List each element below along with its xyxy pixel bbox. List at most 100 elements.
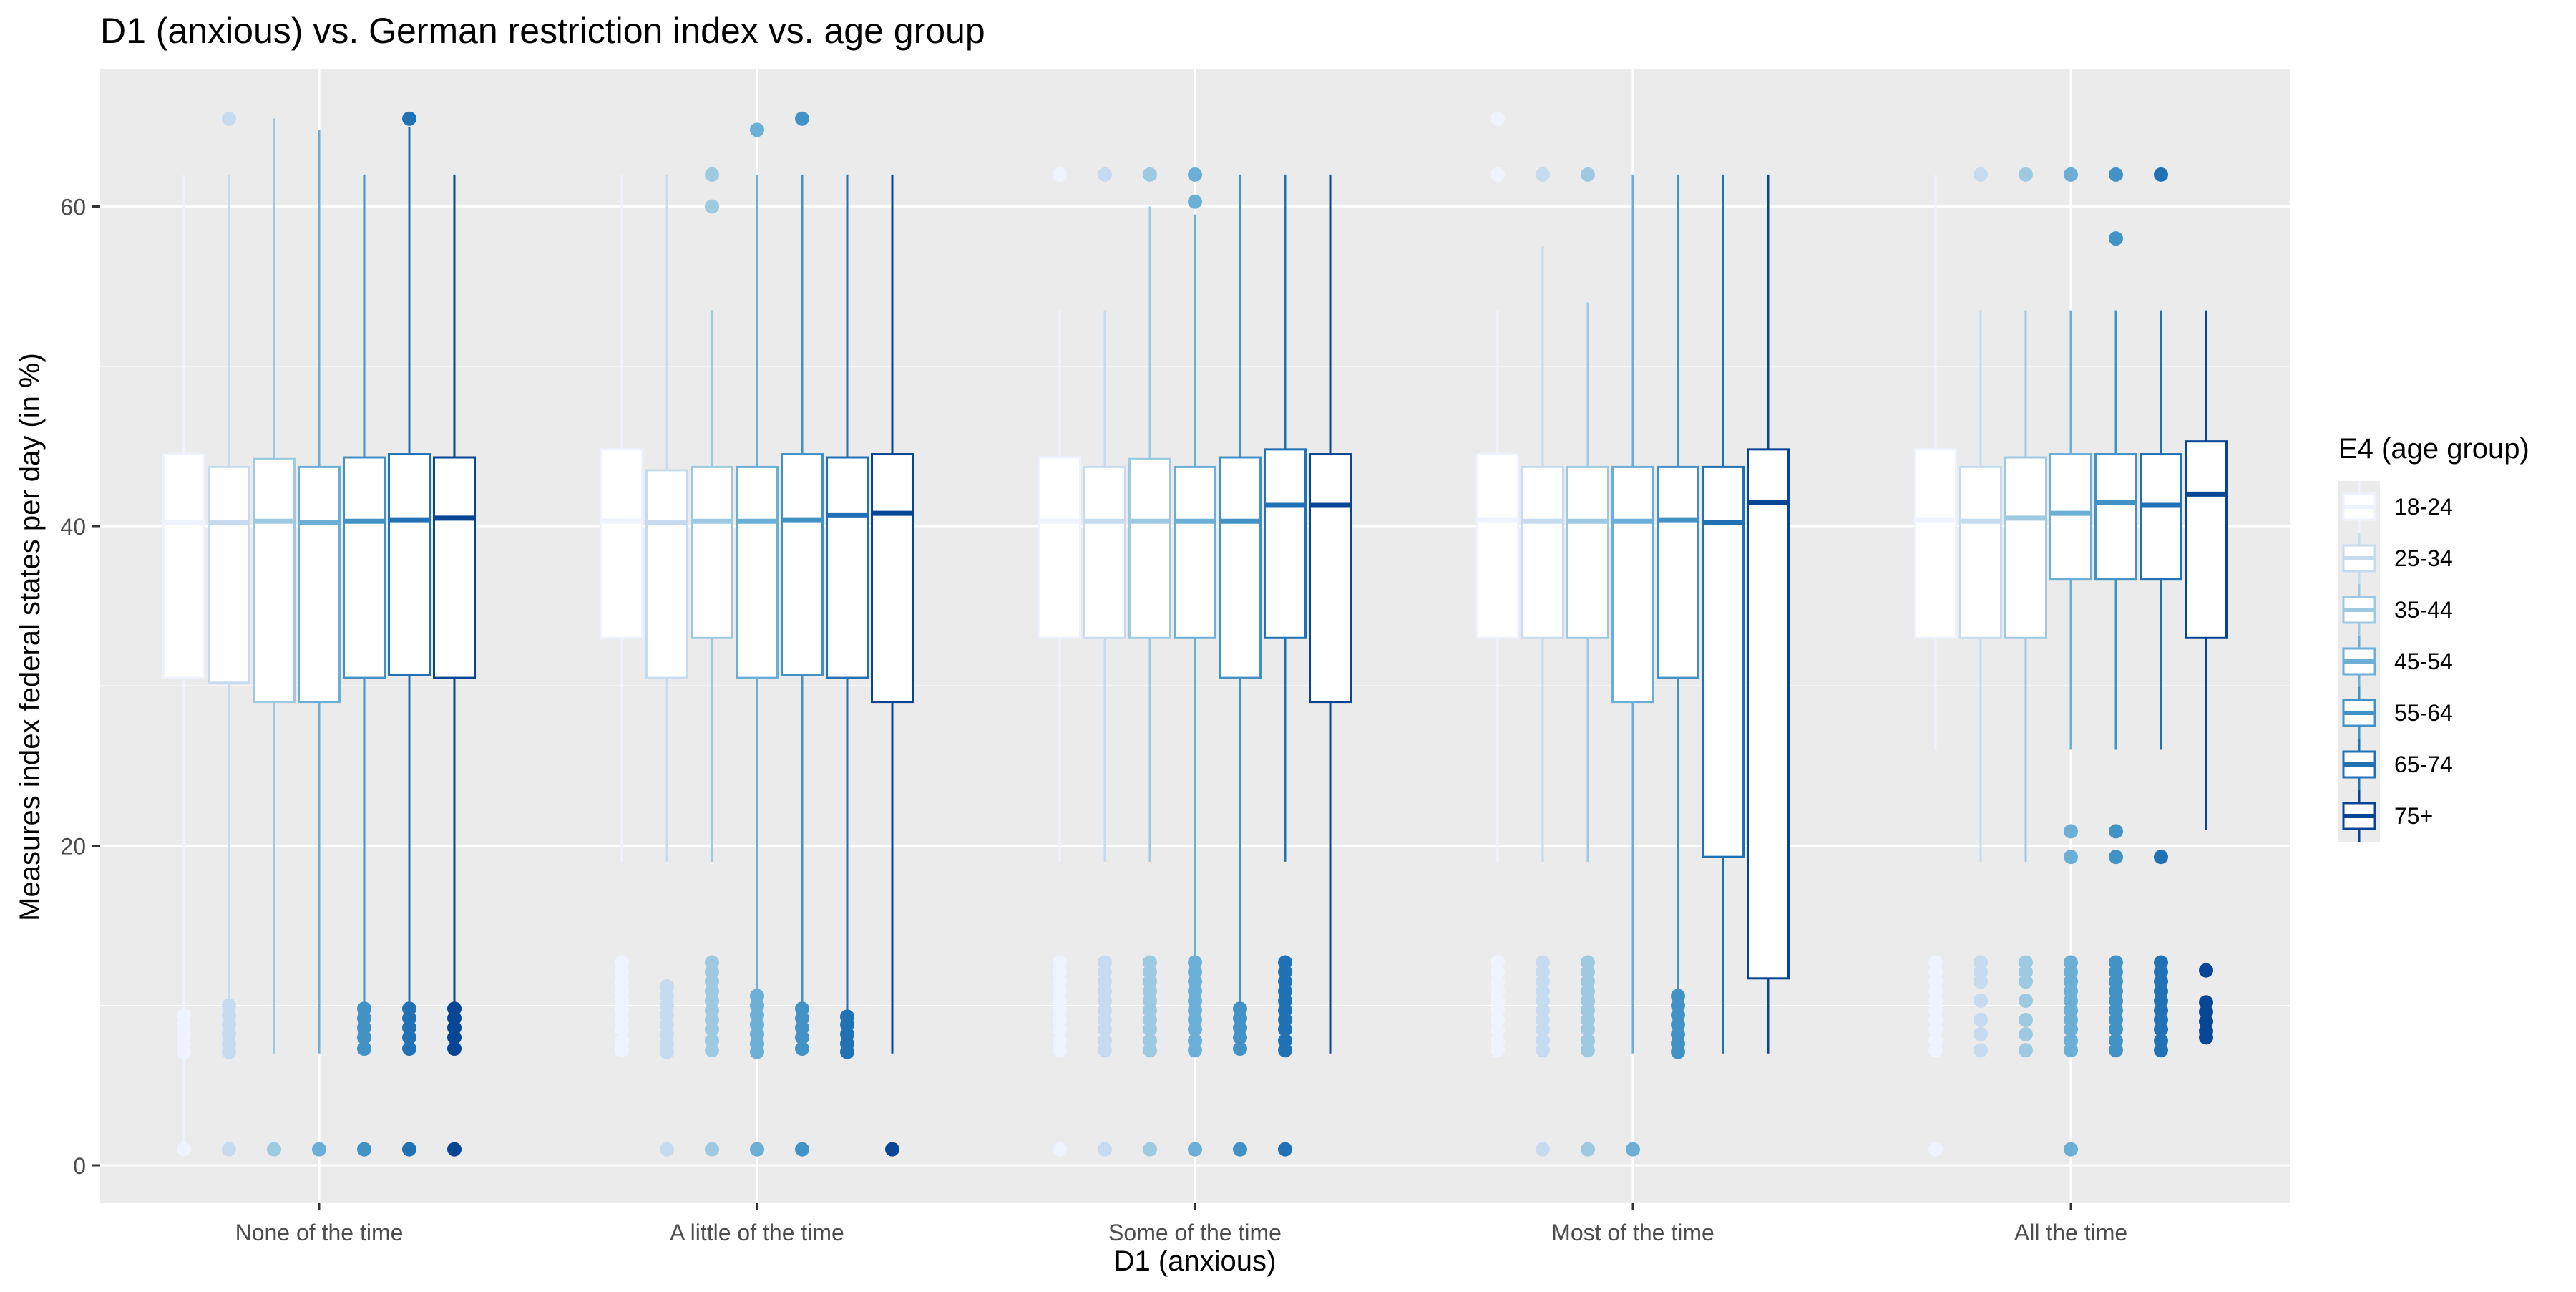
outlier-point [1491, 1022, 1505, 1037]
outlier-point [795, 1041, 809, 1057]
outlier-point [1143, 1142, 1157, 1157]
box-rect [781, 453, 824, 676]
outlier-point [2019, 1012, 2033, 1027]
outlier-point [1974, 1012, 1988, 1027]
box-group [1611, 174, 1654, 1157]
outlier-point [1974, 974, 1988, 989]
outlier-point [1626, 1142, 1640, 1157]
box-rect [1476, 453, 1519, 639]
outlier-point [2199, 1030, 2213, 1045]
box-rect [1566, 465, 1609, 639]
outlier-point [705, 199, 719, 214]
box-rect [1174, 465, 1216, 639]
outlier-point [2064, 824, 2078, 839]
box-group [433, 174, 476, 1157]
outlier-point [840, 1044, 854, 1059]
legend-item: 75+ [2338, 790, 2433, 842]
y-tick-label: 60 [60, 195, 86, 220]
box-rect [298, 465, 341, 704]
outlier-point [2154, 850, 2168, 865]
box-group [1309, 174, 1352, 1054]
legend-item: 18-24 [2338, 481, 2453, 533]
outlier-point [447, 1142, 462, 1157]
box-rect [1309, 453, 1352, 704]
legend-label: 45-54 [2394, 649, 2453, 674]
box-group [781, 111, 824, 1157]
outlier-point [1974, 1043, 1988, 1058]
outlier-point [1491, 1043, 1505, 1058]
outlier-point [1188, 1022, 1202, 1037]
box-group [253, 118, 296, 1157]
outlier-point [885, 1142, 899, 1157]
x-tick-label: Some of the time [1108, 1220, 1282, 1245]
outlier-point [1536, 167, 1550, 182]
x-axis-title: D1 (anxious) [1114, 1245, 1277, 1277]
box-group [388, 111, 431, 1157]
outlier-point [2199, 963, 2213, 978]
outlier-point [222, 1142, 236, 1157]
x-tick-label: All the time [2014, 1220, 2127, 1245]
outlier-point [795, 1142, 809, 1157]
box-rect [1264, 448, 1307, 639]
box-rect [208, 465, 250, 684]
outlier-point [1581, 1022, 1595, 1037]
outlier-point [2019, 974, 2033, 989]
outlier-point [705, 1142, 719, 1157]
outlier-point [705, 167, 719, 182]
box-group [871, 174, 914, 1157]
outlier-point [2064, 850, 2078, 865]
legend-label: 25-34 [2394, 545, 2453, 571]
box-rect [871, 453, 914, 704]
outlier-point [1143, 1022, 1157, 1037]
box-group [298, 130, 341, 1157]
box-rect [2094, 453, 2137, 581]
box-group [691, 167, 733, 1157]
box-group [1264, 174, 1307, 1157]
box-rect [1657, 465, 1699, 679]
box-rect [1914, 448, 1957, 639]
box-group [736, 122, 779, 1157]
outlier-point [1233, 1142, 1247, 1157]
outlier-point [2019, 1026, 2033, 1041]
box-rect [645, 469, 688, 679]
box-group [1747, 174, 1790, 1054]
box-group [1959, 167, 2002, 1058]
outlier-point [2109, 850, 2123, 865]
outlier-point [1053, 1142, 1067, 1157]
outlier-point [177, 1044, 191, 1059]
x-tick-label: A little of the time [670, 1220, 844, 1245]
box-group [1914, 174, 1957, 1157]
outlier-point [312, 1142, 326, 1157]
box-rect [388, 453, 431, 676]
outlier-point [222, 1044, 236, 1059]
outlier-point [2154, 1022, 2168, 1037]
box-rect [1128, 457, 1171, 639]
legend-title: E4 (age group) [2338, 433, 2529, 465]
box-rect [1521, 465, 1564, 639]
outlier-point [1188, 1142, 1202, 1157]
x-axis: None of the time A little of the time Some… [235, 1203, 2127, 1245]
box-group [600, 174, 643, 1058]
outlier-point [447, 1041, 462, 1057]
box-group [1038, 167, 1081, 1157]
outlier-point [1536, 1043, 1550, 1058]
box-rect [1747, 448, 1790, 980]
box-rect [162, 453, 205, 679]
outlier-point [2154, 167, 2168, 182]
legend-item: 65-74 [2338, 739, 2453, 790]
legend-label: 18-24 [2394, 494, 2453, 520]
outlier-point [1188, 167, 1202, 182]
outlier-point [660, 1142, 674, 1157]
box-rect [1219, 456, 1262, 679]
outlier-point [1581, 1142, 1595, 1157]
y-axis: 0 20 40 60 [60, 195, 100, 1179]
outlier-point [2064, 1022, 2078, 1037]
box-group [343, 174, 386, 1157]
outlier-point [267, 1142, 281, 1157]
box-rect [1038, 456, 1081, 639]
box-group [1083, 167, 1126, 1157]
outlier-point [795, 111, 809, 126]
box-group [1702, 174, 1745, 1054]
outlier-point [357, 1030, 371, 1045]
